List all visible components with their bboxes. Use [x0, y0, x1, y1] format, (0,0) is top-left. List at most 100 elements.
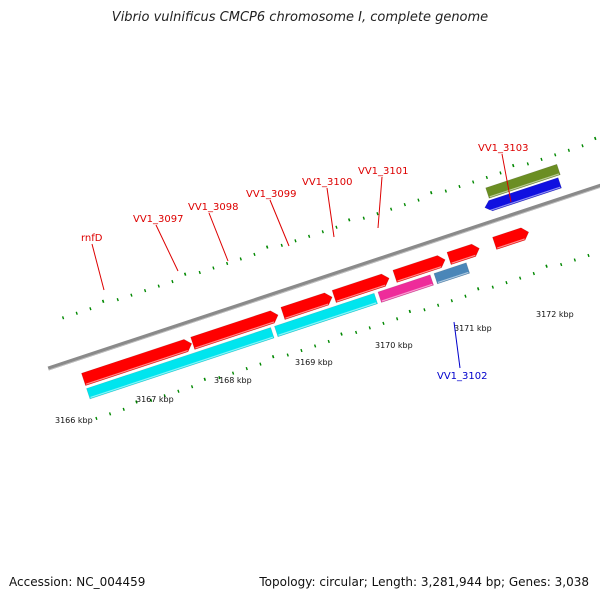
scale-tick [335, 225, 338, 229]
scale-tick [157, 284, 160, 288]
scale-tick [163, 394, 166, 398]
gene-label-vv1_3101[interactable]: VV1_3101 [358, 166, 409, 177]
scale-tick [560, 262, 563, 267]
feature-track[interactable] [81, 143, 600, 400]
scale-tick [218, 376, 221, 380]
scale-tick [183, 272, 187, 276]
scale-tick [554, 153, 557, 157]
scale-tick [491, 285, 494, 289]
scale-tick [286, 353, 289, 357]
scale-tick [89, 307, 92, 311]
scale-label: 3170 kbp [375, 341, 413, 350]
scale-tick [347, 218, 351, 222]
scale-tick [171, 279, 174, 284]
scale-tick [450, 299, 453, 303]
scale-tick [573, 258, 576, 262]
scale-tick [403, 202, 406, 207]
scale-tick [485, 175, 488, 180]
gene-label-vv1_3103[interactable]: VV1_3103 [478, 143, 529, 154]
scale-tick [505, 280, 508, 285]
scale-tick [382, 321, 385, 325]
scale-tick [190, 385, 194, 389]
scale-tick [108, 412, 112, 416]
rna-feature[interactable] [86, 327, 275, 400]
gene-label-vv1_3098[interactable]: VV1_3098 [188, 202, 239, 213]
cds-arrow[interactable] [446, 243, 480, 266]
leader-line [155, 224, 179, 272]
reverse-gene-feature[interactable] [485, 163, 561, 199]
gene-label-vv1_3102[interactable]: VV1_3102 [437, 371, 488, 382]
scale-tick [265, 245, 269, 249]
gene-label-rnfd[interactable]: rnfD [81, 233, 103, 244]
gene-feature[interactable] [377, 274, 434, 303]
scale-tick [354, 330, 358, 335]
scale-tick [259, 362, 262, 366]
gene-labels: rnfD VV1_3097 VV1_3098 VV1_3099 VV1_3100 VV1_… [81, 143, 529, 382]
scale-tick [294, 239, 297, 243]
reverse-cds-arrow[interactable] [484, 177, 562, 212]
cds-arrow[interactable] [492, 227, 530, 250]
scale-tick [321, 230, 324, 234]
scale-tick [472, 180, 475, 184]
scale-tick [143, 288, 147, 293]
scale-tick [395, 317, 399, 321]
scale-tick [149, 398, 153, 402]
accession-text: Accession: NC_004459 [9, 575, 146, 589]
cds-arrow[interactable] [280, 292, 333, 321]
cds-arrow[interactable] [81, 339, 193, 387]
scale-labels: 3166 kbp 3167 kbp 3168 kbp 3169 kbp 3170 kbp… [55, 310, 574, 425]
scale-tick [307, 234, 311, 238]
scale-label: 3172 kbp [536, 310, 574, 319]
scale-tick [519, 276, 522, 280]
scale-tick [408, 309, 412, 314]
scale-tick [61, 316, 65, 320]
backbone-highlight [48, 186, 600, 371]
scale-label: 3168 kbp [214, 376, 252, 385]
scale-tick [271, 355, 275, 359]
genome-backbone [47, 183, 600, 371]
scale-tick [526, 162, 529, 166]
scale-tick [464, 294, 467, 298]
scale-tick [75, 311, 78, 315]
scale-tick [594, 136, 597, 141]
scale-tick [245, 366, 248, 371]
scale-tick [476, 287, 480, 291]
gene-label-vv1_3100[interactable]: VV1_3100 [302, 177, 353, 188]
scale-tick [429, 191, 433, 195]
scale-tick [423, 308, 426, 312]
scale-tick [300, 348, 303, 353]
scale-tick [198, 270, 201, 275]
scale-tick [567, 148, 570, 152]
scale-label: 3171 kbp [454, 324, 492, 333]
scale-tick [581, 144, 584, 148]
scale-tick [540, 157, 543, 162]
cds-arrow[interactable] [331, 273, 390, 304]
scale-tick [444, 189, 447, 193]
scale-tick [239, 257, 242, 261]
gene-label-vv1_3097[interactable]: VV1_3097 [133, 214, 184, 225]
backbone-line [47, 183, 600, 371]
rna-feature[interactable] [274, 292, 378, 338]
scale-label: 3167 kbp [136, 395, 174, 404]
outer-tick-ring [95, 253, 590, 421]
scale-label: 3166 kbp [55, 416, 93, 425]
cds-arrow[interactable] [190, 310, 279, 350]
gene-feature[interactable] [433, 262, 471, 285]
scale-tick [417, 198, 420, 202]
scale-tick [458, 184, 461, 189]
genome-summary-text: Topology: circular; Length: 3,281,944 bp… [259, 575, 589, 589]
scale-tick [362, 216, 365, 220]
cds-arrow[interactable] [392, 255, 446, 283]
scale-tick [177, 389, 180, 393]
scale-tick [130, 293, 133, 297]
scale-tick [327, 339, 330, 344]
scale-tick [512, 163, 515, 168]
scale-tick [212, 266, 215, 270]
leader-line [91, 243, 105, 291]
scale-tick [280, 243, 283, 248]
scale-tick [95, 416, 98, 421]
gene-label-vv1_3099[interactable]: VV1_3099 [246, 189, 297, 200]
leader-line [377, 176, 383, 229]
scale-tick [532, 271, 535, 276]
